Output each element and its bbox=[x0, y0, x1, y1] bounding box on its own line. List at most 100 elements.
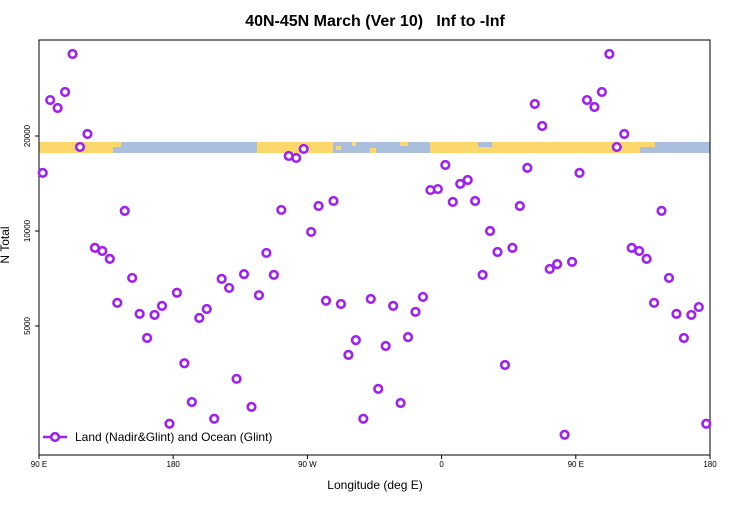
point bbox=[663, 272, 675, 284]
point bbox=[179, 358, 190, 369]
point bbox=[164, 418, 175, 429]
point bbox=[470, 195, 481, 207]
point bbox=[559, 429, 570, 440]
point bbox=[142, 332, 153, 344]
point bbox=[335, 298, 347, 310]
point bbox=[45, 94, 56, 106]
point bbox=[499, 359, 511, 371]
legend-marker bbox=[49, 431, 61, 443]
point bbox=[701, 418, 712, 429]
point bbox=[343, 349, 354, 360]
point bbox=[149, 309, 160, 321]
point bbox=[492, 246, 503, 258]
point bbox=[656, 205, 667, 216]
x-tick-label: 90 W bbox=[298, 460, 317, 469]
point bbox=[380, 340, 391, 352]
point bbox=[358, 413, 369, 424]
point bbox=[634, 245, 645, 257]
point bbox=[291, 152, 302, 164]
point bbox=[52, 102, 63, 114]
point bbox=[514, 200, 525, 212]
point bbox=[432, 183, 443, 195]
point bbox=[619, 128, 630, 140]
point bbox=[268, 269, 279, 280]
point bbox=[104, 253, 115, 264]
point bbox=[201, 303, 212, 315]
point bbox=[693, 301, 704, 313]
point bbox=[611, 141, 622, 153]
point bbox=[477, 269, 488, 280]
point bbox=[224, 282, 235, 294]
point bbox=[186, 396, 197, 408]
x-axis-label: Longitude (deg E) bbox=[327, 478, 422, 492]
point bbox=[350, 335, 361, 346]
point bbox=[686, 309, 697, 321]
point bbox=[119, 205, 130, 216]
point bbox=[440, 159, 451, 171]
point bbox=[537, 120, 548, 132]
point bbox=[298, 143, 309, 155]
point bbox=[507, 242, 518, 253]
chart-title: 40N-45N March (Ver 10) Inf to -Inf bbox=[245, 13, 505, 30]
point bbox=[74, 141, 86, 153]
point bbox=[402, 331, 414, 343]
point bbox=[462, 174, 473, 186]
point bbox=[328, 195, 339, 207]
point bbox=[581, 94, 593, 106]
point bbox=[648, 297, 660, 308]
point bbox=[134, 308, 145, 320]
point bbox=[417, 291, 429, 303]
point bbox=[246, 401, 257, 412]
point bbox=[395, 397, 406, 409]
x-tick-label: 0 bbox=[439, 460, 444, 469]
plot-frame bbox=[38, 39, 711, 456]
point bbox=[216, 273, 227, 284]
x-tick-label: 90 E bbox=[568, 460, 584, 469]
y-tick-label: 10000 bbox=[23, 219, 32, 242]
point bbox=[522, 162, 533, 173]
point bbox=[59, 86, 71, 98]
point bbox=[320, 295, 332, 306]
point bbox=[447, 196, 458, 208]
point bbox=[253, 290, 265, 301]
point bbox=[313, 200, 324, 212]
point bbox=[388, 300, 399, 311]
y-tick-label: 20000 bbox=[23, 124, 32, 147]
point bbox=[276, 204, 287, 216]
marks bbox=[37, 48, 712, 440]
point bbox=[529, 98, 540, 110]
point bbox=[261, 247, 272, 259]
point bbox=[82, 128, 93, 140]
x-tick-label: 90 E bbox=[31, 460, 47, 469]
legend-label: Land (Nadir&Glint) and Ocean (Glint) bbox=[75, 430, 272, 444]
point bbox=[156, 300, 168, 311]
point bbox=[596, 86, 607, 98]
point bbox=[373, 383, 384, 394]
point bbox=[604, 48, 615, 60]
point bbox=[97, 245, 108, 257]
point bbox=[641, 253, 652, 264]
point bbox=[112, 297, 123, 308]
point bbox=[37, 167, 48, 178]
point bbox=[544, 263, 555, 275]
point bbox=[566, 256, 578, 268]
x-tick-label: 180 bbox=[167, 460, 181, 469]
point bbox=[171, 287, 183, 298]
point bbox=[306, 226, 317, 238]
point bbox=[231, 373, 242, 384]
point bbox=[589, 101, 600, 113]
point bbox=[671, 308, 682, 320]
point bbox=[455, 178, 466, 190]
point bbox=[365, 293, 376, 305]
y-tick-label: 5000 bbox=[23, 317, 32, 335]
point bbox=[127, 272, 138, 284]
point bbox=[484, 225, 496, 237]
y-axis-label: N Total bbox=[0, 226, 12, 263]
point bbox=[574, 167, 585, 178]
point bbox=[194, 312, 205, 324]
point bbox=[552, 259, 563, 270]
land-ocean-strip bbox=[39, 142, 710, 153]
x-tick-label: 180 bbox=[703, 460, 717, 469]
point bbox=[410, 306, 421, 318]
